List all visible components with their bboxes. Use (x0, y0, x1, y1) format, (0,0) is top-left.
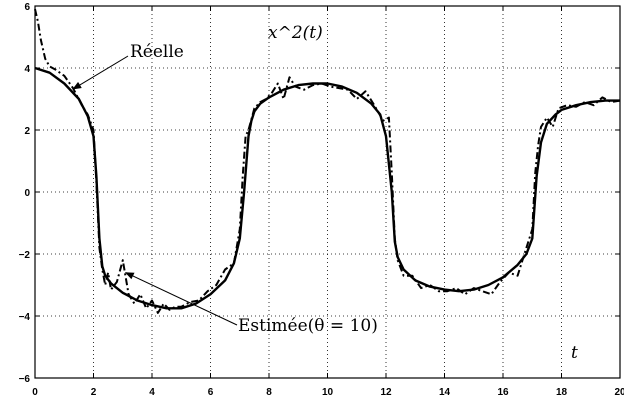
y-tick-label: −6 (19, 374, 31, 385)
y-tick-label: −4 (19, 312, 31, 323)
x-tick-label: 0 (32, 387, 38, 398)
x-tick-label: 20 (614, 387, 624, 398)
x-tick-label: 8 (266, 387, 272, 398)
y-tick-label: −2 (19, 250, 31, 261)
y-tick-label: 2 (24, 126, 30, 137)
annotation-reelle-arrow (72, 55, 129, 90)
series-estimee-line (34, 8, 621, 314)
x-tick-label: 12 (380, 387, 392, 398)
chart-title: x^2(t) (268, 23, 323, 43)
x-tick-label: 6 (208, 387, 214, 398)
series-layer (34, 8, 621, 314)
x-tick-label: 18 (556, 387, 568, 398)
tick-layer: 0 2 4 6 8 10 12 14 16 18 20 −6 −4 −2 0 2 4 6 (19, 2, 624, 398)
x-tick-label: 10 (322, 387, 334, 398)
y-tick-label: 6 (24, 2, 30, 13)
y-tick-label: 4 (24, 64, 30, 75)
annotation-reelle-label: Réelle (130, 42, 184, 62)
x-tick-label: 2 (91, 387, 97, 398)
x-axis-label: t (571, 343, 578, 363)
grid (35, 6, 620, 378)
x-tick-label: 16 (497, 387, 509, 398)
annotation-layer: Réelle Estimée(θ = 10) (72, 42, 378, 336)
series-reelle-line (34, 66, 620, 310)
annotation-estimee-arrow (124, 272, 238, 326)
x-tick-label: 4 (149, 387, 155, 398)
y-tick-label: 0 (24, 188, 30, 199)
annotation-estimee-label: Estimée(θ = 10) (238, 316, 378, 336)
x-tick-label: 14 (439, 387, 451, 398)
